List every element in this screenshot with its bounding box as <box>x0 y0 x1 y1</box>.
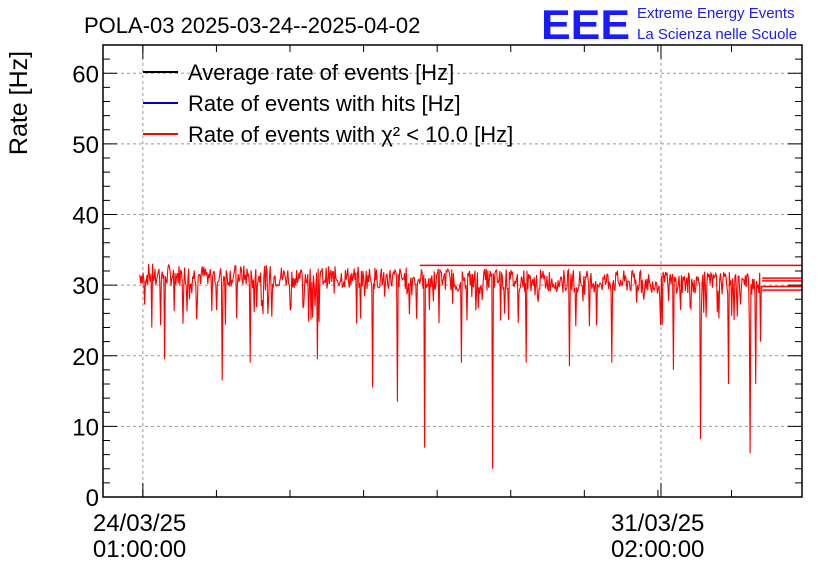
y-tick-label: 30 <box>72 273 99 300</box>
eee-logo: EEE Extreme Energy Events La Scienza nel… <box>541 1 797 48</box>
y-tick-label: 50 <box>72 132 99 159</box>
y-tick-label: 60 <box>72 61 99 88</box>
y-tick-labels: 0 10 20 30 40 50 60 <box>72 61 99 512</box>
plot-data <box>139 263 802 469</box>
x-tick-label-date: 24/03/25 <box>93 510 186 537</box>
logo-line1: Extreme Energy Events <box>637 5 795 22</box>
x-tick-label-time: 02:00:00 <box>611 536 704 563</box>
x-tick-label-time: 01:00:00 <box>93 536 186 563</box>
legend: Average rate of events [Hz] Rate of even… <box>143 60 513 147</box>
legend-label-hits: Rate of events with hits [Hz] <box>188 91 461 116</box>
x-tick-label-date: 31/03/25 <box>611 510 704 537</box>
y-tick-label: 0 <box>86 485 99 512</box>
y-tick-label: 20 <box>72 344 99 371</box>
legend-label-average: Average rate of events [Hz] <box>188 60 454 85</box>
series-chi2-trace <box>139 263 763 469</box>
chart-title: POLA-03 2025-03-24--2025-04-02 <box>84 13 420 38</box>
logo-line2: La Scienza nelle Scuole <box>637 26 797 43</box>
plot-frame <box>102 44 803 498</box>
legend-label-chi2: Rate of events with χ² < 10.0 [Hz] <box>188 122 513 147</box>
logo-mark: EEE <box>541 1 630 48</box>
y-tick-label: 10 <box>72 414 99 441</box>
y-axis-label: Rate [Hz] <box>5 51 33 155</box>
y-tick-label: 40 <box>72 203 99 230</box>
axes <box>102 44 803 498</box>
